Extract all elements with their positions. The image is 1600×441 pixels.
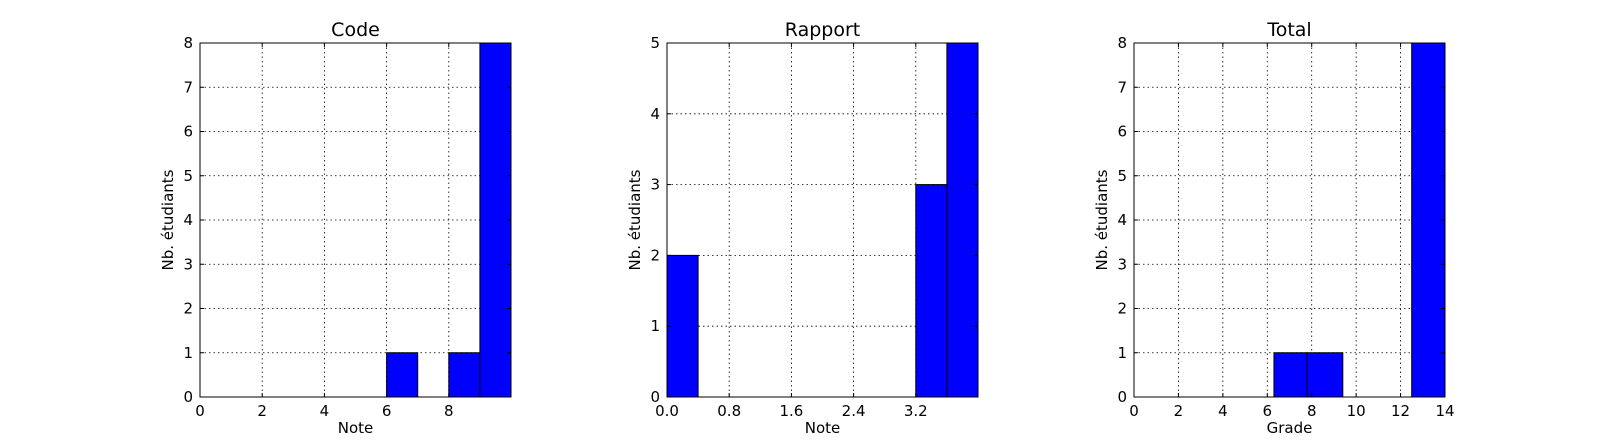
histogram-bar [479,42,512,398]
y-tick-label: 5 [183,167,193,185]
histogram-bar [915,184,948,398]
x-tick-label: 14 [1435,402,1454,420]
x-tick-label: 2 [257,402,267,420]
x-tick-label: 12 [1391,402,1410,420]
histogram-bar [666,254,699,398]
x-tick-label: 2.4 [842,402,866,420]
y-axis-label: Nb. étudiants [159,169,177,270]
x-tick-label: 6 [382,402,392,420]
y-tick-label: 0 [183,388,193,406]
x-axis-label: Note [338,419,374,437]
x-tick-label: 2 [1174,402,1184,420]
y-tick-label: 3 [650,176,660,194]
x-tick-label: 1.6 [779,402,803,420]
chart-title: Rapport [785,19,860,41]
y-tick-label: 8 [183,34,193,52]
chart-panel-1: 0.0 0.8 1.6 2.4 3.2 0 1 2 3 4 5 Rapport Note Nb. étud… [626,19,979,437]
x-tick-label: 3.2 [904,402,928,420]
chart-title: Total [1266,19,1311,41]
y-axis-label: Nb. étudiants [626,169,644,270]
y-tick-label: 5 [650,34,660,52]
x-tick-label: 0.8 [717,402,741,420]
y-tick-label: 6 [183,123,193,141]
histogram-bar [1411,42,1446,398]
y-tick-label: 4 [183,211,193,229]
histogram-bar [386,352,419,398]
y-tick-label: 7 [183,78,193,96]
y-tick-label: 3 [1117,255,1127,273]
x-tick-label: 0 [1129,402,1139,420]
x-tick-label: 6 [1263,402,1273,420]
y-tick-label: 7 [1117,78,1127,96]
histogram-bar [946,42,979,398]
x-tick-label: 4 [1218,402,1228,420]
x-tick-label: 0.0 [655,402,679,420]
y-tick-label: 8 [1117,34,1127,52]
histogram-bar [448,352,481,398]
x-tick-label: 0 [195,402,205,420]
chart-title: Code [331,19,380,41]
y-tick-label: 2 [650,246,660,264]
y-tick-label: 3 [183,255,193,273]
x-tick-label: 4 [320,402,330,420]
chart-panel-0: 0 2 4 6 8 0 1 2 3 4 5 6 7 8 Code Note Nb. étudiants [159,19,512,437]
axes-frame [666,42,979,398]
y-tick-label: 4 [1117,211,1127,229]
x-tick-label: 10 [1347,402,1366,420]
histogram-bar [1306,352,1344,398]
y-tick-label: 1 [183,344,193,362]
y-tick-label: 2 [183,300,193,318]
y-tick-label: 2 [1117,300,1127,318]
x-tick-label: 8 [444,402,454,420]
y-axis-label: Nb. étudiants [1093,169,1111,270]
x-tick-label: 8 [1307,402,1317,420]
y-tick-label: 0 [650,388,660,406]
y-tick-label: 5 [1117,167,1127,185]
y-tick-label: 6 [1117,123,1127,141]
y-tick-label: 1 [650,317,660,335]
y-tick-label: 4 [650,105,660,123]
y-tick-label: 1 [1117,344,1127,362]
histogram-bar [1273,352,1308,398]
x-axis-label: Note [805,419,841,437]
y-tick-label: 0 [1117,388,1127,406]
x-axis-label: Grade [1267,419,1313,437]
